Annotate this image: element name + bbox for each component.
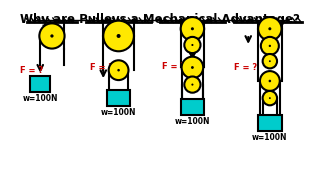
Circle shape	[103, 21, 134, 51]
Text: w=100N: w=100N	[252, 133, 288, 142]
Circle shape	[269, 60, 271, 62]
Bar	[258, 115, 282, 131]
Text: w=100N: w=100N	[22, 94, 58, 103]
Circle shape	[182, 57, 203, 78]
Text: F = ?: F = ?	[20, 66, 43, 75]
Circle shape	[260, 71, 280, 91]
Text: F = ?: F = ?	[234, 63, 257, 72]
Circle shape	[109, 60, 129, 80]
Circle shape	[263, 54, 277, 68]
Circle shape	[184, 76, 201, 93]
Circle shape	[181, 17, 204, 40]
Circle shape	[268, 80, 271, 82]
Circle shape	[191, 84, 194, 86]
Circle shape	[191, 66, 194, 69]
Circle shape	[269, 45, 271, 47]
Bar	[30, 76, 50, 92]
Text: Why are Pulleys a Mechanical Advantage?: Why are Pulleys a Mechanical Advantage?	[20, 14, 300, 26]
Circle shape	[117, 69, 120, 71]
Circle shape	[263, 91, 277, 105]
Circle shape	[268, 27, 271, 30]
Bar	[107, 90, 130, 106]
Bar	[181, 99, 204, 115]
Circle shape	[39, 23, 65, 49]
Text: F = ?: F = ?	[90, 63, 113, 72]
Circle shape	[269, 97, 271, 99]
Circle shape	[116, 34, 121, 38]
Text: F = ?: F = ?	[162, 62, 185, 71]
Circle shape	[184, 37, 201, 53]
Circle shape	[50, 34, 53, 38]
Circle shape	[191, 44, 194, 46]
Text: w=100N: w=100N	[175, 117, 210, 126]
Circle shape	[261, 37, 279, 55]
Text: w=100N: w=100N	[101, 108, 136, 117]
Circle shape	[191, 27, 194, 30]
Circle shape	[258, 17, 282, 40]
